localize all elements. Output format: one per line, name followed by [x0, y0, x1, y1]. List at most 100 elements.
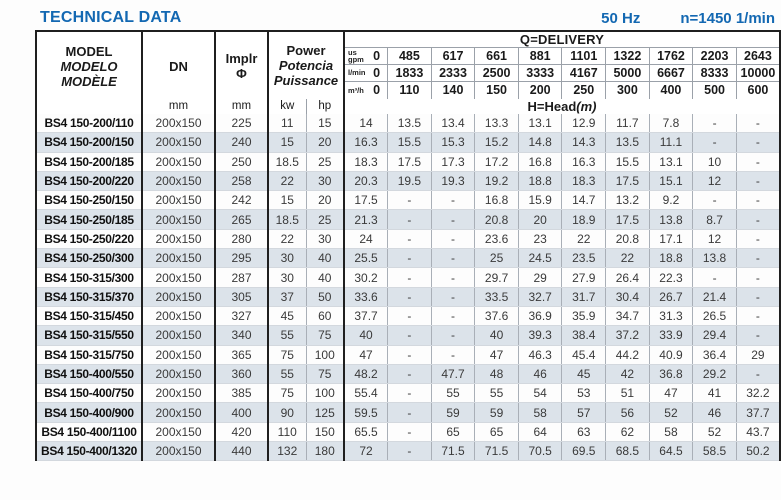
delivery-value: 140: [430, 81, 475, 99]
head-value-cell: 24.5: [517, 248, 562, 269]
head-value-cell: -: [430, 325, 475, 346]
table-row: BS4 150-200/185 200x150 250 18.5 25 18.3 17.5 1…: [36, 152, 780, 172]
head-value-cell: 19.5: [387, 171, 432, 192]
model-label-es: MODELO: [60, 58, 118, 74]
delivery-row-usgpm: us gpm 0 485 617 661 881 1101 1322 1762 2203 2643: [36, 47, 780, 65]
head-value-cell: 50.2: [735, 441, 780, 462]
impeller-cell: 365: [215, 345, 269, 365]
delivery-value: 4167: [561, 64, 606, 82]
head-value-cell: -: [735, 171, 780, 192]
delivery-value: 1833: [387, 64, 432, 82]
head-value-cell: 55: [474, 383, 519, 404]
head-value-cell: 68.5: [605, 441, 650, 462]
head-value-cell: 29: [735, 345, 780, 365]
power-hp-cell: 20: [306, 190, 346, 211]
delivery-value: 1101: [561, 47, 606, 65]
head-value-cell: 14: [344, 113, 388, 134]
model-label-en: MODEL: [65, 43, 113, 59]
head-value-cell: 38.4: [561, 325, 606, 346]
page-title: TECHNICAL DATA: [40, 9, 182, 26]
impeller-cell: 258: [215, 171, 269, 192]
head-value-cell: 33.5: [474, 287, 519, 307]
delivery-value: 485: [387, 47, 432, 65]
dn-cell: 200x150: [142, 248, 216, 269]
power-kw-cell: 30: [268, 248, 307, 269]
dn-cell: 200x150: [142, 229, 216, 250]
head-value-cell: 26.4: [605, 267, 650, 288]
head-value-cell: 43.7: [735, 422, 780, 443]
head-value-cell: 13.2: [605, 190, 650, 211]
head-value-cell: 58.5: [692, 441, 737, 462]
power-kw-cell: 18.5: [268, 152, 307, 172]
power-kw-cell: 75: [268, 345, 307, 365]
head-value-cell: 11.7: [605, 113, 650, 134]
table-row: BS4 150-200/110 200x150 225 11 15 14 13.5 13.4 1…: [36, 113, 780, 134]
power-label-fr: Puissance: [273, 72, 339, 88]
power-hp-cell: 25: [306, 209, 346, 230]
head-value-cell: -: [692, 190, 737, 211]
delivery-unit-usgpm: us gpm 0: [344, 47, 388, 65]
head-value-cell: -: [735, 209, 780, 230]
delivery-value: 150: [474, 81, 519, 99]
head-value-cell: 45.4: [561, 345, 606, 365]
dn-cell: 200x150: [142, 383, 216, 404]
table-row: BS4 150-400/1320 200x150 440 132 180 72-71.5 7…: [36, 441, 780, 462]
model-cell: BS4 150-250/150: [36, 190, 143, 211]
frequency-label: 50 Hz: [601, 9, 641, 27]
head-value-cell: -: [430, 229, 475, 250]
impeller-cell: 420: [215, 422, 269, 443]
model-cell: BS4 150-315/300: [36, 267, 143, 288]
power-kw-cell: 22: [268, 171, 307, 192]
model-cell: BS4 150-315/450: [36, 306, 143, 327]
impeller-cell: 242: [215, 190, 269, 211]
head-value-cell: 15.5: [605, 152, 650, 172]
head-value-cell: 39.3: [517, 325, 562, 346]
head-value-cell: 69.5: [561, 441, 606, 462]
head-value-cell: 21.3: [344, 209, 388, 230]
head-value-cell: 62: [605, 422, 650, 443]
head-value-cell: 15.2: [474, 132, 519, 153]
head-value-cell: 47: [344, 345, 388, 365]
impeller-cell: 340: [215, 325, 269, 346]
head-value-cell: 40: [344, 325, 388, 346]
head-value-cell: -: [735, 229, 780, 250]
head-value-cell: 13.8: [648, 209, 693, 230]
head-value-cell: 17.3: [430, 152, 475, 172]
dn-unit: mm: [168, 99, 189, 112]
delivery-row-m3h: m³/h 0 110 140 150 200 250 300 400 500 600: [36, 81, 780, 99]
head-value-cell: 46: [692, 402, 737, 423]
power-hp-cell: 30: [306, 229, 346, 250]
head-value-cell: 16.8: [517, 152, 562, 172]
head-value-cell: 24: [344, 229, 388, 250]
head-value-cell: 20.8: [474, 209, 519, 230]
head-value-cell: -: [735, 287, 780, 307]
head-value-cell: 48.2: [344, 364, 388, 385]
head-value-cell: -: [387, 345, 432, 365]
power-kw-cell: 55: [268, 364, 307, 385]
head-value-cell: 46.3: [517, 345, 562, 365]
impeller-unit: mm: [231, 99, 252, 112]
impeller-cell: 225: [215, 113, 269, 134]
head-value-cell: -: [387, 287, 432, 307]
delivery-value: 10000: [735, 64, 780, 82]
head-value-cell: 29.2: [692, 364, 737, 385]
delivery-unit-m3h: m³/h 0: [344, 81, 388, 99]
head-value-cell: -: [735, 132, 780, 153]
head-value-cell: 12: [692, 171, 737, 192]
delivery-value: 1762: [648, 47, 693, 65]
head-value-cell: -: [735, 306, 780, 327]
head-value-cell: 18.8: [517, 171, 562, 192]
model-cell: BS4 150-200/220: [36, 171, 143, 192]
model-cell: BS4 150-315/550: [36, 325, 143, 346]
model-cell: BS4 150-315/370: [36, 287, 143, 307]
head-value-cell: 29.7: [474, 267, 519, 288]
head-value-cell: 71.5: [474, 441, 519, 462]
model-cell: BS4 150-200/185: [36, 152, 143, 172]
power-label-es: Potencia: [278, 57, 334, 73]
head-value-cell: 25.5: [344, 248, 388, 269]
impeller-cell: 250: [215, 152, 269, 172]
head-value-cell: -: [387, 325, 432, 346]
head-value-cell: 16.8: [474, 190, 519, 211]
model-cell: BS4 150-400/550: [36, 364, 143, 385]
dn-cell: 200x150: [142, 132, 216, 153]
